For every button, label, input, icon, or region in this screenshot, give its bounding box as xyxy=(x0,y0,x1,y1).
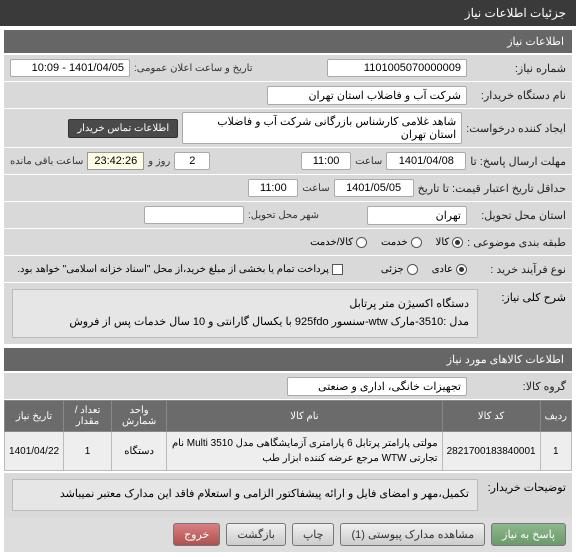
contact-button[interactable]: اطلاعات تماس خریدار xyxy=(68,119,178,138)
group-field: تجهیزات خانگی، اداری و صنعتی xyxy=(287,377,467,396)
window-title: جزئیات اطلاعات نیاز xyxy=(465,6,566,20)
radio-partial[interactable]: جزئی xyxy=(381,264,418,275)
attachments-button[interactable]: مشاهده مدارک پیوستی (1) xyxy=(340,523,485,546)
row-buyer: نام دستگاه خریدار: شرکت آب و فاضلاب استا… xyxy=(4,82,572,108)
radio-goods[interactable]: کالا xyxy=(436,237,464,248)
info-section-header: اطلاعات نیاز xyxy=(4,30,572,53)
row-validity: حداقل تاریخ اعتبار قیمت: تا تاریخ 1401/0… xyxy=(4,175,572,201)
tier-label: طبقه بندی موضوعی : xyxy=(467,236,566,249)
city-label: شهر محل تحویل: xyxy=(248,210,319,221)
goods-section-header: اطلاعات کالاهای مورد نیاز xyxy=(4,348,572,371)
deadline-time: 11:00 xyxy=(301,152,351,170)
days-label: روز و xyxy=(148,156,170,167)
row-goods-group: گروه کالا: تجهیزات خانگی، اداری و صنعتی xyxy=(4,373,572,399)
buyer-field: شرکت آب و فاضلاب استان تهران xyxy=(267,86,467,105)
deadline-date: 1401/04/08 xyxy=(386,152,466,170)
row-buytype: نوع فرآیند خرید : عادی جزئی پرداخت تمام … xyxy=(4,256,572,282)
col-name: نام کالا xyxy=(167,401,442,432)
radio-normal[interactable]: عادی xyxy=(432,264,467,275)
col-date: تاریخ نیاز xyxy=(5,401,64,432)
cell-date: 1401/04/22 xyxy=(5,432,64,471)
buyer-label: نام دستگاه خریدار: xyxy=(471,89,566,102)
time-label-2: ساعت xyxy=(302,183,329,194)
group-label: گروه کالا: xyxy=(471,380,566,393)
cell-name: مولتی پارامتر پرتابل 6 پارامتری آزمایشگا… xyxy=(167,432,442,471)
row-summary: شرح کلی نیاز: دستگاه اکسیژن متر پرتابل م… xyxy=(4,283,572,344)
days-remaining: 2 xyxy=(174,152,210,170)
reqno-field: 1101005070000009 xyxy=(327,59,467,77)
main-window: جزئیات اطلاعات نیاز اطلاعات نیاز شماره ن… xyxy=(0,0,576,557)
goods-table: ردیف کد کالا نام کالا واحد شمارش تعداد /… xyxy=(4,400,572,471)
radio-icon xyxy=(411,237,422,248)
checkbox-icon xyxy=(332,264,343,275)
row-province: استان محل تحویل: تهران شهر محل تحویل: xyxy=(4,202,572,228)
buyer-desc-text: تکمیل،مهر و امضای فایل و ارائه پیشفاکتور… xyxy=(12,479,478,511)
back-button[interactable]: بازگشت xyxy=(226,523,286,546)
announce-label: تاریخ و ساعت اعلان عمومی: xyxy=(134,63,253,74)
radio-icon xyxy=(407,264,418,275)
summary-label: شرح کلی نیاز: xyxy=(486,287,566,304)
row-requester: ایجاد کننده درخواست: شاهد غلامی کارشناس … xyxy=(4,109,572,147)
window-titlebar: جزئیات اطلاعات نیاز xyxy=(0,0,576,26)
reqno-label: شماره نیاز: xyxy=(471,62,566,75)
table-row[interactable]: 1 2821700183840001 مولتی پارامتر پرتابل … xyxy=(5,432,572,471)
respond-button[interactable]: پاسخ به نیاز xyxy=(491,523,566,546)
validity-time: 11:00 xyxy=(248,179,298,197)
province-label: استان محل تحویل: xyxy=(471,209,566,222)
col-code: کد کالا xyxy=(442,401,540,432)
city-field xyxy=(144,206,244,224)
validity-date: 1401/05/05 xyxy=(334,179,414,197)
remain-label: ساعت باقی مانده xyxy=(10,156,83,167)
radio-icon xyxy=(356,237,367,248)
radio-service[interactable]: خدمت xyxy=(381,237,422,248)
radio-icon xyxy=(456,264,467,275)
deadline-label: مهلت ارسال پاسخ: تا xyxy=(470,155,566,168)
radio-both[interactable]: کالا/خدمت xyxy=(310,237,367,248)
cell-row: 1 xyxy=(540,432,571,471)
row-tier: طبقه بندی موضوعی : کالا خدمت کالا/خدمت xyxy=(4,229,572,255)
buytype-label: نوع فرآیند خرید : xyxy=(471,263,566,276)
partial-checkbox[interactable]: پرداخت تمام یا بخشی از مبلغ خرید،از محل … xyxy=(17,264,343,275)
cell-qty: 1 xyxy=(64,432,112,471)
content-panel: اطلاعات نیاز شماره نیاز: 110100507000000… xyxy=(0,26,576,556)
province-field: تهران xyxy=(367,206,467,225)
col-unit: واحد شمارش xyxy=(111,401,166,432)
announce-field: 1401/04/05 - 10:09 xyxy=(10,59,130,77)
validity-label: حداقل تاریخ اعتبار قیمت: تا تاریخ xyxy=(418,182,566,195)
table-header-row: ردیف کد کالا نام کالا واحد شمارش تعداد /… xyxy=(5,401,572,432)
requester-field: شاهد غلامی کارشناس بازرگانی شرکت آب و فا… xyxy=(182,112,462,144)
summary-text: دستگاه اکسیژن متر پرتابل مدل :3510-مارک … xyxy=(12,289,478,338)
button-bar: پاسخ به نیاز مشاهده مدارک پیوستی (1) چاپ… xyxy=(4,517,572,552)
cell-unit: دستگاه xyxy=(111,432,166,471)
row-deadline: مهلت ارسال پاسخ: تا 1401/04/08 ساعت 11:0… xyxy=(4,148,572,174)
col-row: ردیف xyxy=(540,401,571,432)
countdown-timer: 23:42:26 xyxy=(87,152,144,170)
radio-icon xyxy=(452,237,463,248)
cell-code: 2821700183840001 xyxy=(442,432,540,471)
col-qty: تعداد / مقدار xyxy=(64,401,112,432)
exit-button[interactable]: خروج xyxy=(173,523,220,546)
row-buyer-desc: توضیحات خریدار: تکمیل،مهر و امضای فایل و… xyxy=(4,473,572,517)
requester-label: ایجاد کننده درخواست: xyxy=(466,122,566,135)
buyer-desc-label: توضیحات خریدار: xyxy=(486,477,566,494)
time-label-1: ساعت xyxy=(355,156,382,167)
print-button[interactable]: چاپ xyxy=(292,523,335,546)
row-reqno: شماره نیاز: 1101005070000009 تاریخ و ساع… xyxy=(4,55,572,81)
